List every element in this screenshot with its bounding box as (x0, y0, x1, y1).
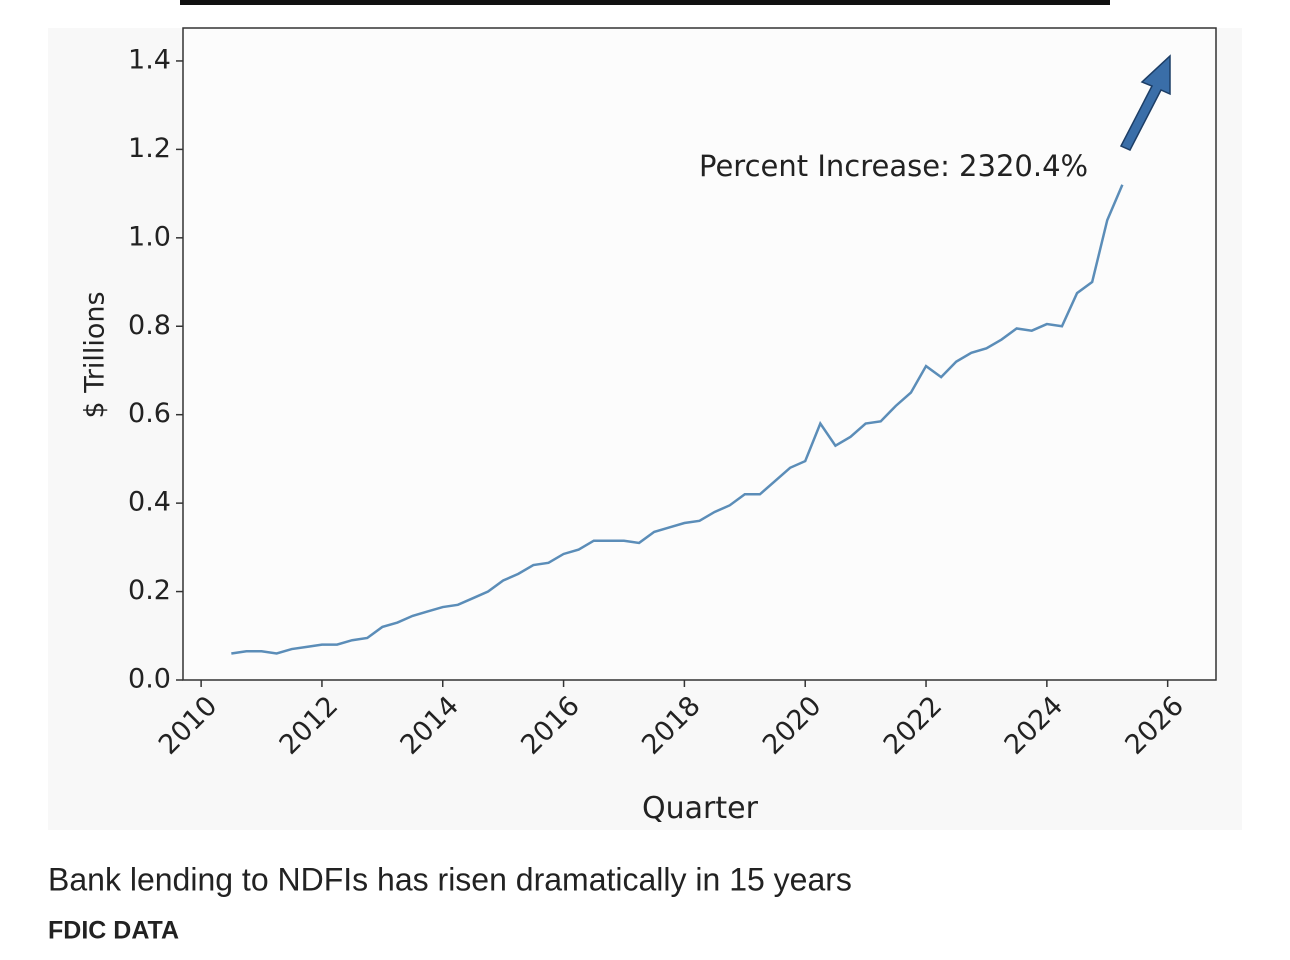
x-axis-label: Quarter (642, 791, 759, 826)
plot-area (182, 27, 1217, 681)
annotation: Percent Increase: 2320.4% (699, 149, 1088, 183)
top-bar (180, 0, 1110, 5)
y-tick-label: 0.2 (128, 575, 171, 606)
y-tick-label: 0.4 (128, 487, 171, 518)
y-tick-label: 1.2 (128, 133, 171, 164)
y-tick-label: 1.0 (128, 221, 171, 252)
y-tick-label: 1.4 (128, 44, 171, 75)
y-axis-label: $ Trillions (80, 291, 111, 418)
y-tick-label: 0.0 (128, 664, 171, 695)
y-tick-label: 0.6 (128, 398, 171, 429)
annotation-arrow (1119, 54, 1171, 151)
caption: Bank lending to NDFIs has risen dramatic… (48, 861, 852, 897)
data-line (231, 184, 1124, 655)
y-tick-label: 0.8 (128, 310, 171, 341)
source: FDIC DATA (48, 917, 179, 945)
